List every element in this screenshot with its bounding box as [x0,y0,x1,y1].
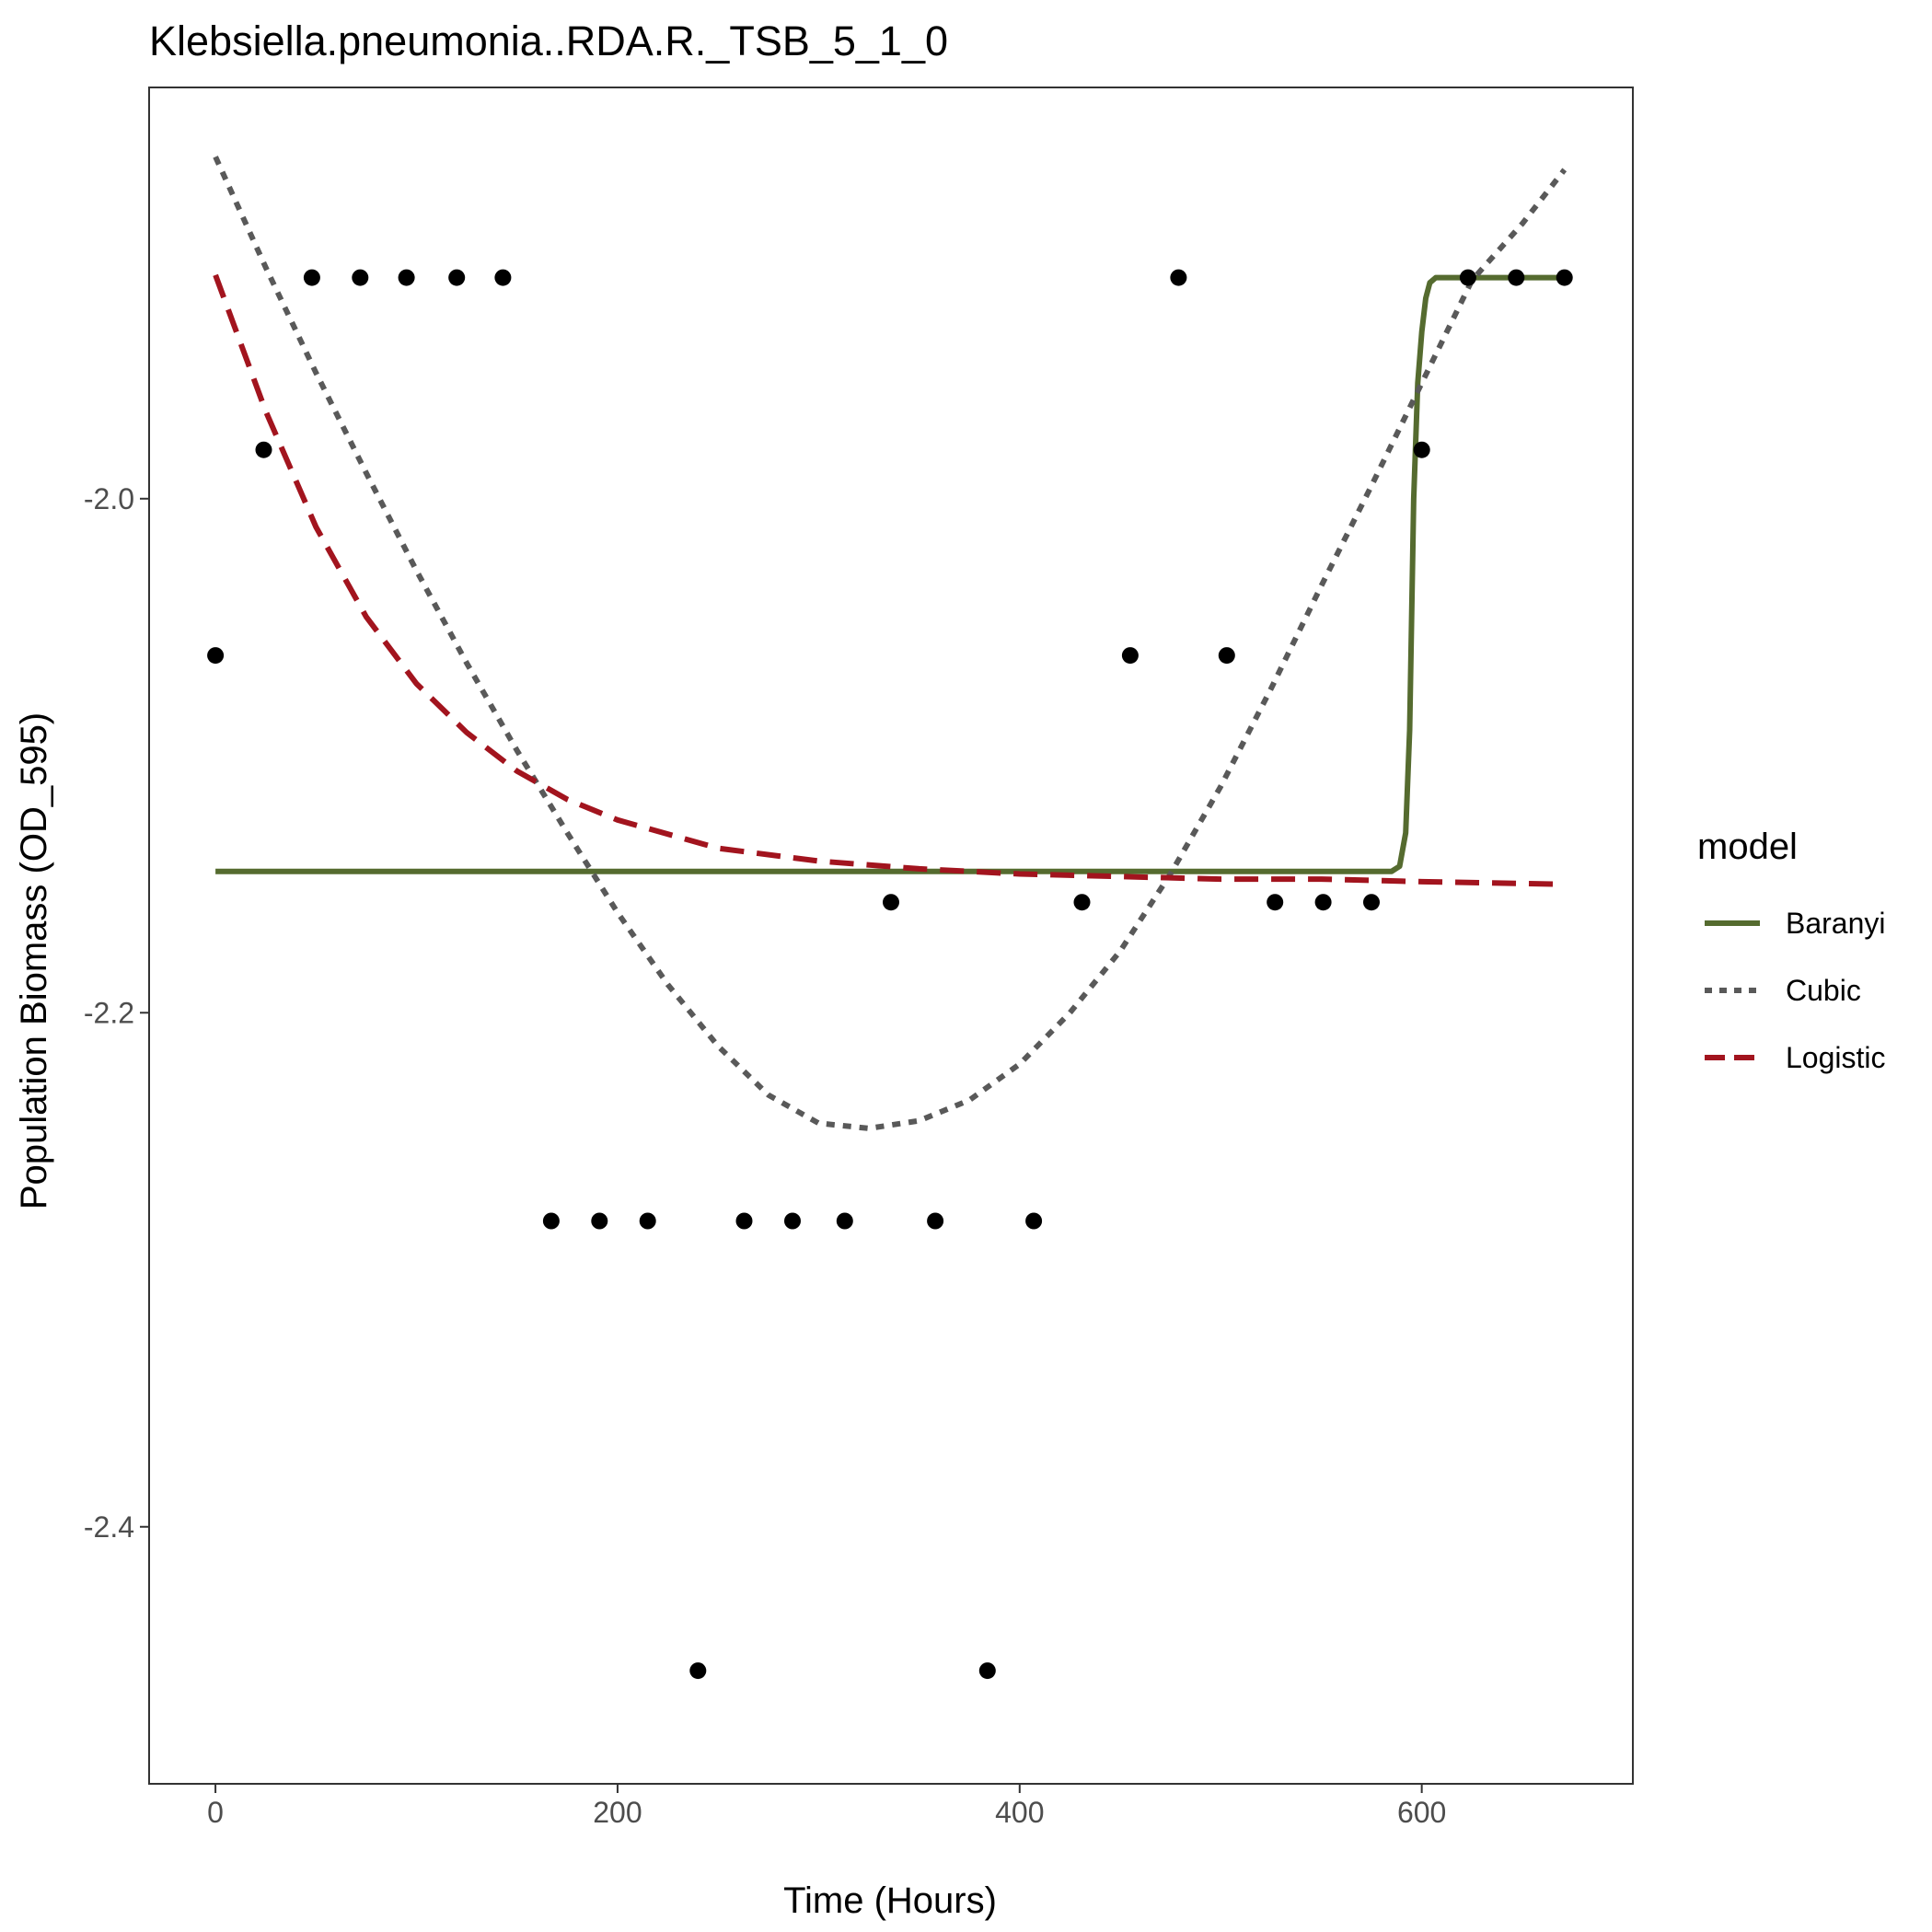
data-points [207,269,1573,1680]
legend: model Baranyi Cubic Logistic [1697,827,1886,1074]
legend-label-cubic: Cubic [1786,974,1861,1007]
x-axis-title: Time (Hours) [783,1880,997,1921]
data-point [398,269,415,286]
data-point [639,1212,656,1230]
legend-label-logistic: Logistic [1786,1041,1886,1074]
data-point [1556,269,1573,286]
data-point [1218,647,1235,665]
data-point [542,1212,560,1230]
data-point [591,1212,608,1230]
data-point [836,1212,853,1230]
data-point [255,441,272,458]
data-point [978,1662,996,1680]
legend-title: model [1697,827,1798,867]
data-point [1314,894,1332,911]
data-point [1413,441,1430,458]
x-tick-label: 0 [207,1796,224,1829]
data-point [1121,647,1139,665]
model-lines [213,156,1568,1131]
plot-panel [148,87,1634,1785]
data-point [1363,894,1380,911]
x-tick-label: 600 [1397,1796,1446,1829]
data-point [1508,269,1525,286]
data-point [735,1212,753,1230]
series-line-baranyi [215,274,1565,874]
data-point [927,1212,944,1230]
data-point [448,269,466,286]
x-tick-label: 200 [593,1796,642,1829]
data-point [689,1662,707,1680]
y-tick-label: -2.0 [84,482,134,515]
data-point [1170,269,1187,286]
y-axis-title: Population Biomass (OD_595) [14,712,54,1209]
chart-title: Klebsiella.pneumonia..RDA.R._TSB_5_1_0 [149,17,948,64]
y-tick-label: -2.2 [84,996,134,1029]
y-axis: -2.4 -2.2 -2.0 [84,482,149,1544]
data-point [207,647,225,665]
data-point [1459,269,1476,286]
data-point [1267,894,1284,911]
x-tick-label: 400 [995,1796,1044,1829]
y-tick-label: -2.4 [84,1510,134,1544]
data-point [352,269,369,286]
data-point [303,269,320,286]
data-point [784,1212,801,1230]
data-point [1073,894,1091,911]
legend-label-baranyi: Baranyi [1786,907,1886,940]
series-line-logistic [213,273,1565,887]
data-point [1025,1212,1043,1230]
series-line-cubic [213,156,1568,1131]
data-point [883,894,899,911]
x-axis: 0 200 400 600 [207,1784,1446,1829]
data-point [494,269,512,286]
